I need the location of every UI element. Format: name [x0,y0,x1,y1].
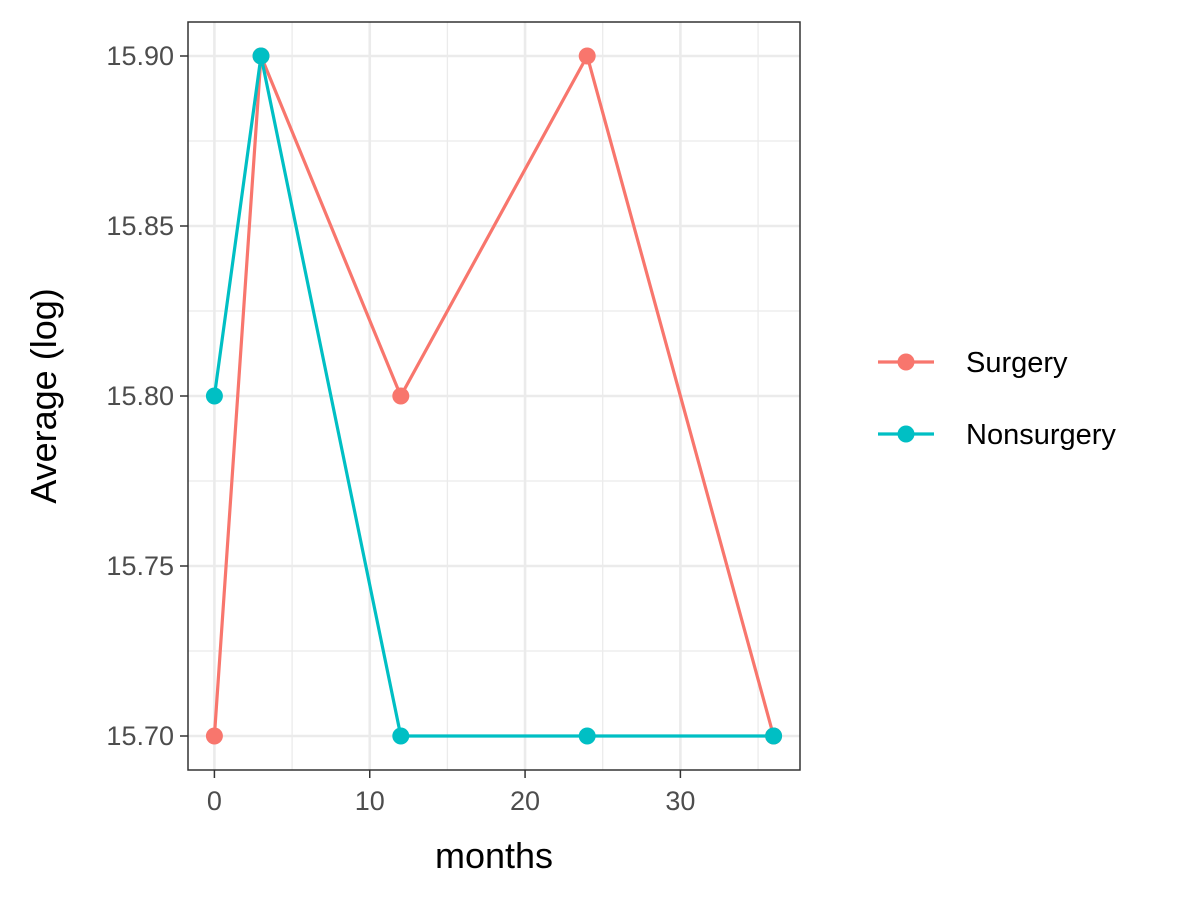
legend-key-point [897,425,915,443]
legend-label: Surgery [966,347,1068,379]
y-axis-title: Average (log) [23,288,64,503]
legend-label: Nonsurgery [966,419,1116,451]
x-tick-label: 0 [207,786,222,816]
y-tick-label: 15.75 [106,551,174,581]
x-tick-label: 10 [355,786,385,816]
major-gridlines [188,22,800,770]
y-axis: 15.70 15.75 15.80 15.85 15.90 [106,41,188,751]
data-point-surgery [392,387,410,405]
data-point-nonsurgery [765,727,783,745]
y-tick-label: 15.70 [106,721,174,751]
data-point-nonsurgery [392,727,410,745]
legend: Surgery Nonsurgery [878,347,1116,451]
x-axis: 0 10 20 30 [207,770,695,816]
x-tick-label: 20 [510,786,540,816]
y-tick-label: 15.85 [106,211,174,241]
x-axis-title: months [435,835,553,876]
x-tick-label: 30 [665,786,695,816]
series-layer [205,47,783,745]
data-point-nonsurgery [205,387,223,405]
legend-key-point [897,353,915,371]
data-point-nonsurgery [578,727,596,745]
data-point-surgery [205,727,223,745]
data-point-surgery [578,47,596,65]
data-point-nonsurgery [252,47,270,65]
y-tick-label: 15.80 [106,381,174,411]
y-tick-label: 15.90 [106,41,174,71]
